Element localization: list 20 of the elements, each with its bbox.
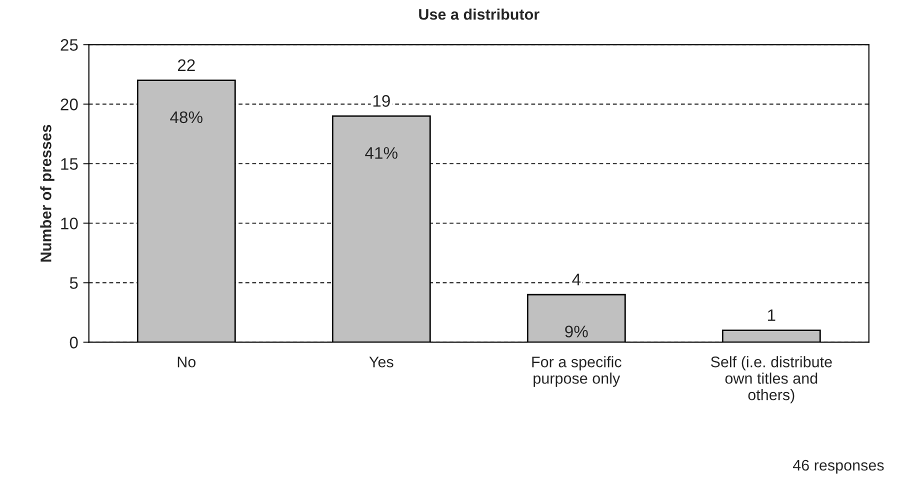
x-tick-label: Yes [369,356,394,368]
chart-title: Use a distributor [419,8,540,20]
text: 46 responses [792,460,884,474]
y-tick-label: 15 [61,158,78,170]
data-label: 19 [373,95,390,107]
data-label: 22 [178,59,195,71]
data-label: 1 [768,309,776,321]
x-tick-label: Self (i.e. distribute own titles and others) [710,356,832,404]
y-tick-label: 0 [70,336,78,348]
y-tick-label: 20 [60,98,78,110]
x-tick-label: For a specific purpose only [532,356,622,387]
y-tick-label: 10 [61,218,78,230]
y-axis-title: Number of presses [40,124,54,262]
annotation: 41% [365,147,398,159]
annotation: 9% [565,326,588,338]
y-tick-label: 25 [60,39,78,51]
annotation: 48% [170,111,202,124]
data-label: 4 [572,274,581,286]
y-tick-label: 5 [70,277,78,289]
x-tick-label: No [178,356,196,368]
